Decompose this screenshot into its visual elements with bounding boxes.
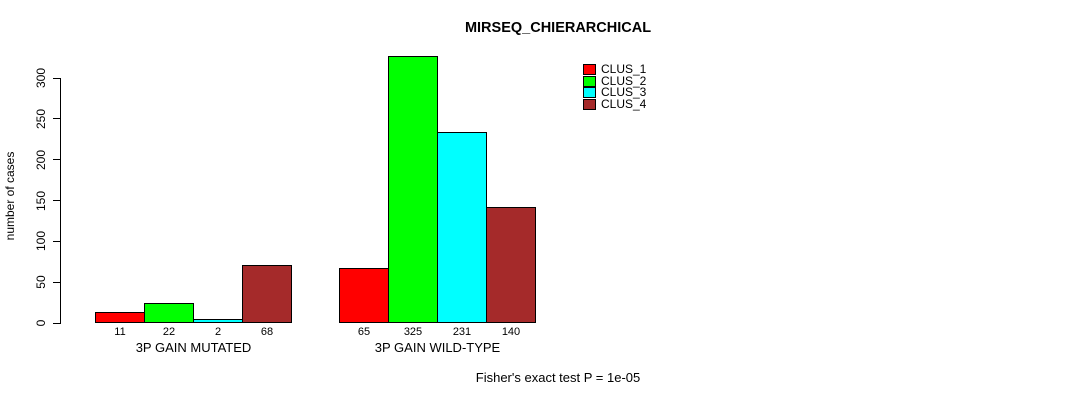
y-tick-mark [53,159,60,161]
y-tick-label: 250 [34,108,48,129]
legend-label: CLUS_2 [601,73,647,88]
legend-label: CLUS_3 [601,85,647,100]
bar-value-label: 11 [114,326,126,338]
fisher-test-annotation: Fisher's exact test P = 1e-05 [475,370,641,385]
bar-value-label: 140 [501,326,521,338]
bar-clus_1-group1 [95,312,145,323]
group-label: 3P GAIN MUTATED [135,340,252,355]
y-tick-mark [53,118,60,120]
bar-value-label: 325 [403,326,423,338]
y-tick-mark [53,240,60,242]
bar-value-label: 68 [260,326,274,338]
legend-swatch-icon [583,64,596,76]
y-tick-mark [53,77,60,79]
bar-clus_2-group1 [144,303,194,323]
chart-title: MIRSEQ_CHIERARCHICAL [464,20,652,36]
bar-clus_2-group2 [388,56,438,323]
legend-swatch-icon [583,98,596,110]
y-tick-label: 50 [34,275,48,289]
bar-clus_4-group1 [242,265,292,323]
legend: CLUS_1 CLUS_2 CLUS_3 CLUS_4 [583,62,647,111]
bar-clus_3-group2 [437,132,487,323]
y-axis-line [60,78,61,324]
legend-label: CLUS_1 [601,62,647,77]
legend-item: CLUS_4 [583,96,647,111]
y-tick-label: 100 [34,231,48,252]
y-tick-mark [53,322,60,324]
y-tick-label: 300 [34,67,48,89]
bar-value-label: 2 [214,326,222,338]
legend-swatch-icon [583,87,596,99]
group-label: 3P GAIN WILD-TYPE [374,340,501,355]
legend-swatch-icon [583,75,596,87]
bar-clus_3-group1 [193,319,243,323]
bar-clus_1-group2 [339,268,389,323]
y-tick-label: 200 [34,149,48,170]
bar-value-label: 231 [452,326,472,338]
legend-item: CLUS_1 [583,62,647,77]
legend-item: CLUS_2 [583,73,647,88]
bar-clus_4-group2 [486,207,536,323]
y-tick-mark [53,281,60,283]
legend-label: CLUS_4 [601,96,647,111]
y-axis-title: number of cases [3,151,17,241]
y-tick-mark [53,200,60,201]
bar-value-label: 22 [162,326,176,338]
legend-item: CLUS_3 [583,85,647,100]
y-tick-label: 0 [34,319,48,327]
bar-value-label: 65 [357,326,371,338]
y-tick-label: 150 [34,190,48,211]
